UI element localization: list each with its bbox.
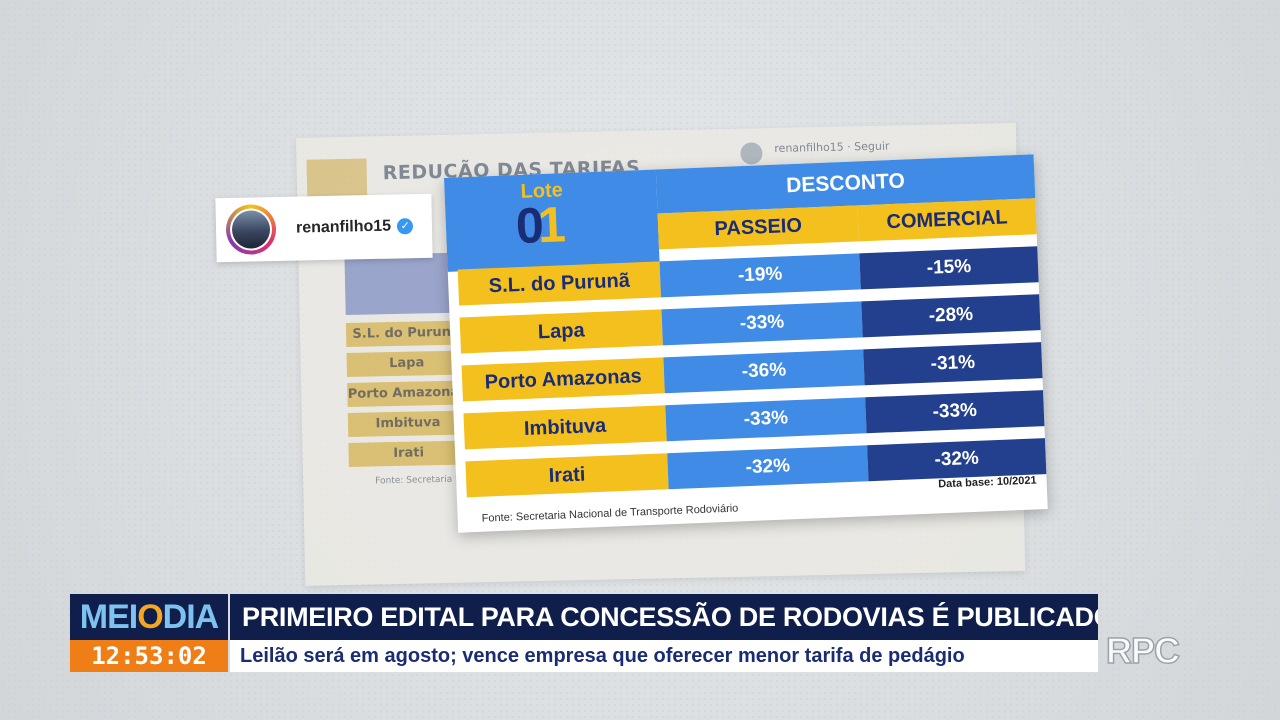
background-post-account: renanfilho15 · Seguir [774,139,890,155]
cell-passeio: -36% [663,349,865,394]
row-label: Porto Amazonas [461,357,665,402]
row-label: S.L. do Purunã [457,261,661,306]
source-note: Fonte: Secretaria Nacional de Transporte… [481,502,739,525]
background-post-row: Lapa [346,350,467,377]
username: renanfilho15 [295,217,392,237]
row-label: Imbituva [463,405,667,450]
background-post-row: S.L. do Purunã [345,320,467,347]
verified-badge-icon: ✓ [396,218,414,235]
clock: 12:53:02 [70,640,228,672]
cell-comercial: -33% [865,390,1045,434]
lote-badge: Lote 01 [444,169,660,272]
program-logo-sun: O [137,597,163,636]
avatar [225,204,277,256]
cell-comercial: -15% [859,246,1039,290]
cell-comercial: -28% [861,294,1041,338]
lote-number: 01 [514,196,561,255]
cell-passeio: -19% [659,253,861,298]
instagram-user-tag: renanfilho15 ✓ [215,193,433,263]
background-post-follow: Seguir [854,139,890,154]
background-post-row: Porto Amazonas [347,380,468,407]
column-header-passeio: PASSEIO [657,205,859,250]
cell-passeio: -33% [661,301,863,346]
cell-passeio: -33% [665,397,867,442]
column-header-comercial: COMERCIAL [857,198,1037,242]
subheadline: Leilão será em agosto; vence empresa que… [230,640,1098,672]
row-label: Irati [465,453,669,498]
row-label: Lapa [459,309,663,354]
discount-table-card: Lote 01 DESCONTO PASSEIO COMERCIAL S.L. … [444,154,1048,533]
data-base-note: Data base: 10/2021 [938,474,1037,491]
background-post-row: Imbituva [347,410,469,437]
headline: PRIMEIRO EDITAL PARA CONCESSÃO DE RODOVI… [230,594,1098,640]
background-post-row: Irati [348,440,469,467]
program-logo: MEI O DIA [70,594,228,640]
background-post-username: renanfilho15 [774,140,844,155]
channel-logo: RPC [1105,629,1181,672]
profile-photo [231,210,271,249]
background-post-avatar [740,142,763,165]
cell-passeio: -32% [667,445,869,490]
cell-comercial: -31% [863,342,1043,386]
background-post-lote [344,252,456,315]
